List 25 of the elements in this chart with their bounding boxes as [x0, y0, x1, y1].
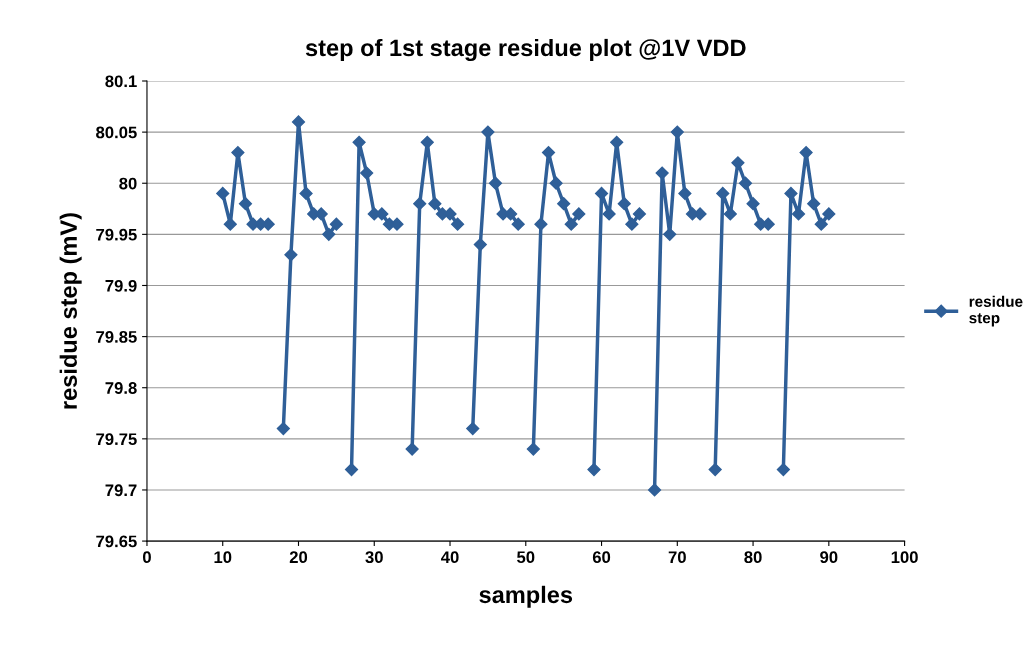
- y-tick-label: 79.7: [105, 484, 137, 497]
- x-tick-label: 100: [891, 551, 918, 564]
- x-tick-label: 70: [668, 551, 686, 564]
- x-tick-label: 10: [214, 551, 232, 564]
- y-axis-title: residue step (mV): [59, 213, 82, 409]
- x-tick-label: 80: [744, 551, 762, 564]
- y-tick-label: 79.9: [105, 279, 137, 292]
- chart-title: step of 1st stage residue plot @1V VDD: [305, 38, 746, 61]
- y-tick-label: 79.85: [96, 331, 137, 343]
- y-tick-label: 79.95: [96, 228, 137, 241]
- y-tick-label: 79.65: [96, 535, 137, 548]
- y-tick-label: 79.8: [105, 382, 137, 394]
- y-tick-label: 80.1: [105, 75, 137, 88]
- y-tick-label: 80: [119, 177, 137, 190]
- x-axis-title: samples: [479, 585, 573, 608]
- x-tick-label: 90: [820, 551, 838, 564]
- x-tick-label: 40: [441, 551, 459, 564]
- legend-label: residue step: [969, 295, 1023, 327]
- x-tick-label: 20: [289, 551, 308, 564]
- y-tick-label: 80.05: [96, 126, 137, 139]
- y-tick-label: 79.75: [96, 433, 137, 446]
- x-tick-label: 50: [517, 551, 535, 564]
- x-tick-label: 60: [592, 551, 611, 564]
- x-tick-label: 30: [365, 551, 383, 564]
- x-tick-label: 0: [142, 551, 151, 564]
